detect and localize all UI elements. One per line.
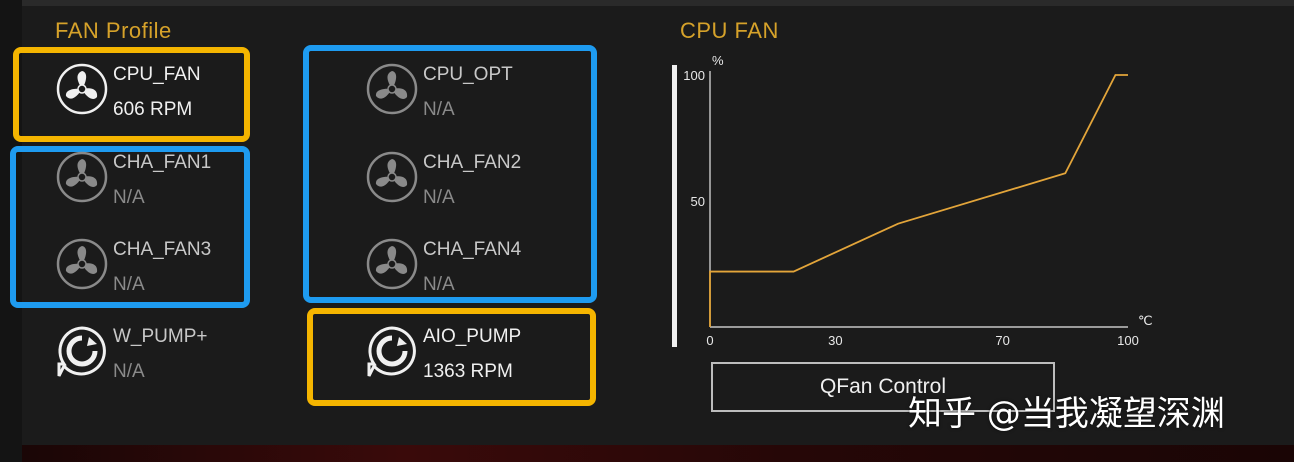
fan-speed: 606 RPM <box>113 99 193 120</box>
x-tick-label: 70 <box>995 333 1009 348</box>
background-strip <box>22 445 1294 462</box>
fan-speed: N/A <box>423 187 455 208</box>
fan-icon <box>366 151 418 203</box>
fan-item-aio-pump[interactable]: AIO_PUMP 1363 RPM <box>365 322 565 382</box>
fan-profile-heading: FAN Profile <box>55 18 172 43</box>
fan-item-cpu-fan[interactable]: CPU_FAN 606 RPM <box>55 60 255 120</box>
pump-icon <box>57 326 106 377</box>
fan-name: CHA_FAN4 <box>423 239 522 260</box>
highlight-frame-blue <box>10 146 250 308</box>
x-tick-label: 0 <box>706 333 713 348</box>
pump-icon <box>367 326 416 377</box>
x-tick-label: 30 <box>828 333 842 348</box>
watermark-text: 知乎 @当我凝望深渊 <box>908 394 1225 434</box>
fan-icon <box>56 238 108 290</box>
x-tick-label: 100 <box>1117 333 1139 348</box>
fan-icon <box>366 63 418 115</box>
fan-name: W_PUMP+ <box>113 326 208 347</box>
fan-speed: N/A <box>113 274 145 295</box>
highlight-frame-yellow <box>307 308 596 406</box>
fan-name: CHA_FAN3 <box>113 239 212 260</box>
fan-item-cha-fan4[interactable]: CHA_FAN4 N/A <box>365 235 565 295</box>
fan-name: CPU_FAN <box>113 64 201 85</box>
fan-speed: N/A <box>113 361 145 382</box>
y-scale-bar <box>672 65 677 347</box>
fan-name: AIO_PUMP <box>423 326 522 347</box>
fan-curve-chart[interactable]: % ℃ 100 50 0 30 70 100 <box>660 53 1180 360</box>
fan-item-cha-fan1[interactable]: CHA_FAN1 N/A <box>55 148 255 208</box>
fan-speed: N/A <box>423 99 455 120</box>
fan-icon <box>56 151 108 203</box>
fan-item-cpu-opt[interactable]: CPU_OPT N/A <box>365 60 565 120</box>
qfan-control-button[interactable]: QFan Control <box>711 362 1055 412</box>
fan-speed: N/A <box>113 187 145 208</box>
y-unit-label: % <box>712 55 724 68</box>
fan-name: CHA_FAN2 <box>423 152 522 173</box>
fan-panel <box>22 0 1294 445</box>
fan-name: CPU_OPT <box>423 64 513 85</box>
fan-icon <box>56 63 108 115</box>
fan-curve-svg: % ℃ 100 50 0 30 70 100 <box>672 53 1153 348</box>
y-tick-label: 100 <box>683 68 705 83</box>
fan-speed: N/A <box>423 274 455 295</box>
cpu-fan-heading: CPU FAN <box>680 18 779 43</box>
highlight-frame-blue <box>303 45 597 303</box>
fan-icon <box>366 238 418 290</box>
fan-name: CHA_FAN1 <box>113 152 212 173</box>
highlight-frame-yellow <box>13 47 250 142</box>
fan-item-w-pump[interactable]: W_PUMP+ N/A <box>55 322 255 382</box>
x-unit-label: ℃ <box>1138 313 1153 328</box>
fan-item-cha-fan3[interactable]: CHA_FAN3 N/A <box>55 235 255 295</box>
fan-curve-line <box>709 74 1128 327</box>
y-tick-label: 50 <box>691 194 705 209</box>
fan-item-cha-fan2[interactable]: CHA_FAN2 N/A <box>365 148 565 208</box>
fan-speed: 1363 RPM <box>423 361 513 382</box>
